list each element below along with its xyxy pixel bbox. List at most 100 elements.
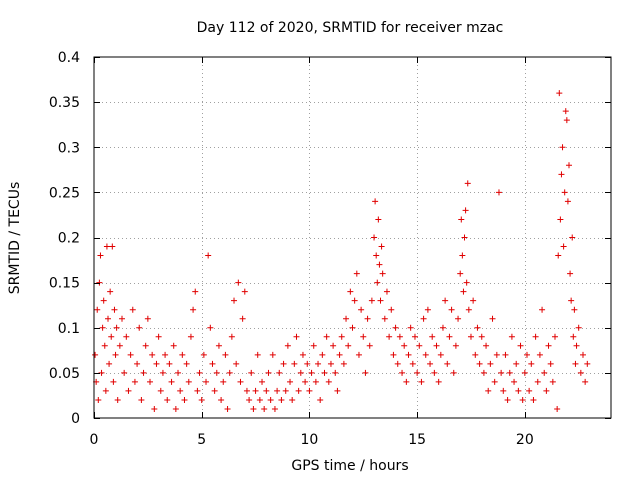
- data-point: [239, 315, 246, 322]
- data-point: [205, 252, 212, 259]
- data-point: [243, 387, 250, 394]
- data-point: [478, 333, 485, 340]
- data-point: [282, 387, 289, 394]
- data-point: [330, 342, 337, 349]
- data-point: [375, 216, 382, 223]
- data-point: [340, 360, 347, 367]
- data-point: [577, 369, 584, 376]
- data-point: [439, 324, 446, 331]
- data-point: [334, 387, 341, 394]
- data-point: [549, 378, 556, 385]
- data-point: [306, 387, 313, 394]
- data-point: [448, 306, 455, 313]
- data-point: [252, 387, 259, 394]
- data-point: [302, 378, 309, 385]
- data-point: [276, 369, 283, 376]
- data-point: [570, 333, 577, 340]
- data-point: [108, 333, 115, 340]
- x-axis-label: GPS time / hours: [291, 458, 408, 474]
- data-point: [166, 360, 173, 367]
- data-point: [101, 342, 108, 349]
- data-point: [151, 405, 158, 412]
- data-point: [134, 360, 141, 367]
- data-point: [308, 369, 315, 376]
- data-point: [155, 333, 162, 340]
- data-point: [457, 270, 464, 277]
- data-point: [224, 405, 231, 412]
- data-point: [390, 351, 397, 358]
- data-point: [459, 252, 466, 259]
- data-point: [299, 351, 306, 358]
- data-point: [198, 396, 205, 403]
- data-point: [558, 171, 565, 178]
- data-point: [418, 378, 425, 385]
- data-point: [480, 369, 487, 376]
- x-tick-label: 0: [90, 432, 99, 448]
- data-point: [379, 270, 386, 277]
- data-point: [467, 333, 474, 340]
- data-point: [327, 360, 334, 367]
- data-point: [149, 351, 156, 358]
- data-point: [414, 369, 421, 376]
- data-point: [528, 360, 535, 367]
- data-point: [452, 342, 459, 349]
- data-point: [233, 360, 240, 367]
- data-point: [131, 378, 138, 385]
- data-point: [323, 333, 330, 340]
- data-point: [271, 405, 278, 412]
- data-point: [458, 216, 465, 223]
- data-point: [493, 351, 500, 358]
- data-point: [362, 369, 369, 376]
- data-point: [119, 315, 126, 322]
- data-point: [386, 333, 393, 340]
- data-point: [543, 387, 550, 394]
- data-point: [92, 351, 99, 358]
- data-point: [476, 360, 483, 367]
- data-point: [312, 378, 319, 385]
- data-point: [392, 324, 399, 331]
- data-point: [325, 378, 332, 385]
- data-point: [177, 387, 184, 394]
- data-point: [472, 351, 479, 358]
- data-point: [399, 369, 406, 376]
- chart-title: Day 112 of 2020, SRMTID for receiver mza…: [197, 20, 504, 36]
- data-point: [336, 351, 343, 358]
- data-point: [297, 369, 304, 376]
- data-point: [220, 378, 227, 385]
- data-point: [539, 306, 546, 313]
- data-point: [561, 189, 568, 196]
- data-point: [465, 306, 472, 313]
- x-tick-label: 20: [516, 432, 534, 448]
- data-point: [366, 342, 373, 349]
- data-point: [559, 144, 566, 151]
- data-point: [211, 387, 218, 394]
- data-point: [168, 378, 175, 385]
- data-point: [261, 405, 268, 412]
- data-points: [92, 90, 591, 412]
- data-point: [560, 243, 567, 250]
- data-point: [388, 306, 395, 313]
- data-point: [582, 378, 589, 385]
- data-point: [437, 351, 444, 358]
- data-point: [442, 297, 449, 304]
- data-point: [584, 360, 591, 367]
- data-point: [554, 405, 561, 412]
- data-point: [491, 378, 498, 385]
- data-point: [551, 333, 558, 340]
- data-point: [254, 351, 261, 358]
- data-point: [424, 306, 431, 313]
- data-point: [114, 396, 121, 403]
- data-point: [106, 360, 113, 367]
- data-point: [241, 288, 248, 295]
- data-point: [129, 306, 136, 313]
- data-point: [351, 297, 358, 304]
- x-tick-label: 15: [408, 432, 426, 448]
- data-point: [573, 342, 580, 349]
- data-point: [112, 351, 119, 358]
- data-point: [121, 369, 128, 376]
- data-point: [521, 369, 528, 376]
- data-point: [295, 387, 302, 394]
- data-point: [563, 117, 570, 124]
- data-point: [94, 306, 101, 313]
